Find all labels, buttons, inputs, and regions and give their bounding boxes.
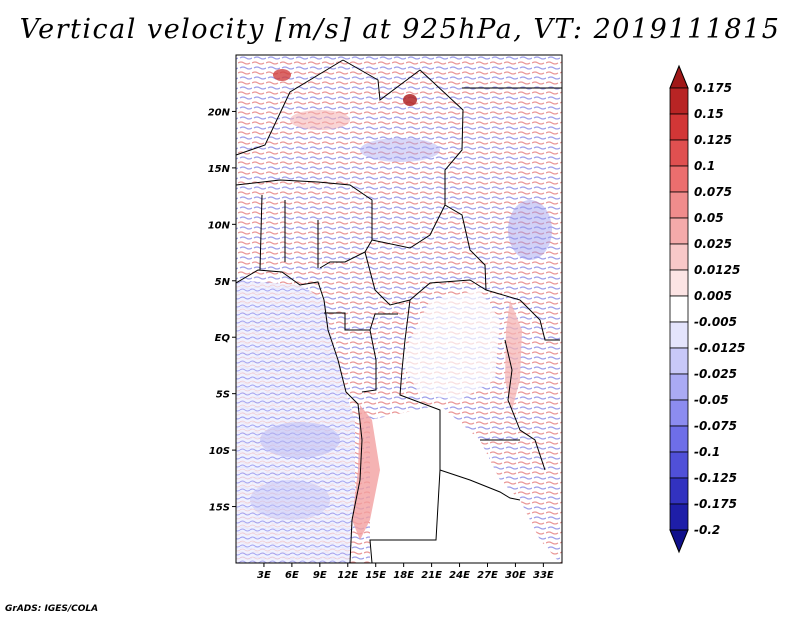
colorbar-label: -0.005 <box>694 315 737 329</box>
lat-tick-label: EQ <box>215 333 231 344</box>
colorbar-swatch <box>669 425 689 453</box>
lon-tick-label: 30E <box>505 570 526 581</box>
lon-tick-label: 12E <box>337 570 358 581</box>
colorbar-label: 0.075 <box>694 185 732 199</box>
colorbar-label: -0.025 <box>694 367 737 381</box>
colorbar-swatch <box>669 399 689 427</box>
lon-tick-label: 15E <box>365 570 386 581</box>
colorbar-label: -0.2 <box>694 523 720 537</box>
lon-tick-label: 24E <box>449 570 470 581</box>
colorbar-swatch <box>669 451 689 479</box>
colorbar-label: -0.125 <box>694 471 737 485</box>
colorbar-label: -0.1 <box>694 445 720 459</box>
colorbar-swatch <box>669 113 689 141</box>
lon-tick-label: 18E <box>393 570 414 581</box>
colorbar-swatch <box>669 139 689 167</box>
lat-tick-label: 5S <box>216 390 230 401</box>
colorbar-label: 0.1 <box>694 159 715 173</box>
lat-tick-label: 10S <box>209 446 230 457</box>
lat-tick-label: 20N <box>208 107 231 118</box>
colorbar: 0.175 0.15 0.125 0.1 0.075 0.05 0.025 0.0125 0.0… <box>669 64 745 554</box>
colorbar-swatch <box>669 191 689 219</box>
colorbar-label: 0.005 <box>694 289 732 303</box>
lon-tick-label: 3E <box>257 570 271 581</box>
colorbar-label: -0.0125 <box>694 341 745 355</box>
colorbar-bottom-arrow <box>669 529 689 554</box>
colorbar-label: -0.175 <box>694 497 737 511</box>
colorbar-swatch <box>669 347 689 375</box>
colorbar-swatch <box>669 295 689 323</box>
lon-axis: 3E 6E 9E 12E 15E 18E 21E 24E 27E 30E 33E <box>257 563 554 581</box>
lon-tick-label: 21E <box>421 570 442 581</box>
country-borders <box>236 59 562 563</box>
colorbar-swatch <box>669 321 689 349</box>
chart-title: Vertical velocity [m/s] at 925hPa, VT: 2… <box>19 14 781 45</box>
colorbar-swatch <box>669 269 689 297</box>
lon-tick-label: 27E <box>477 570 498 581</box>
colorbar-label: -0.075 <box>694 419 737 433</box>
colorbar-swatch <box>669 165 689 193</box>
colorbar-swatch <box>669 503 689 531</box>
colorbar-label: -0.05 <box>694 393 729 407</box>
lat-tick-label: 15N <box>208 164 231 175</box>
colorbar-swatch <box>669 217 689 245</box>
colorbar-top-arrow <box>669 64 689 89</box>
colorbar-label: 0.175 <box>694 81 732 95</box>
colorbar-label: 0.125 <box>694 133 732 147</box>
lat-tick-label: 15S <box>209 503 230 514</box>
plot-frame <box>235 54 563 564</box>
lat-tick-label: 5N <box>215 277 231 288</box>
colorbar-swatch <box>669 373 689 401</box>
lon-tick-label: 9E <box>313 570 327 581</box>
colorbar-swatch <box>669 243 689 271</box>
colorbar-label: 0.025 <box>694 237 732 251</box>
colorbar-swatch <box>669 87 689 115</box>
lon-tick-label: 33E <box>533 570 554 581</box>
lon-tick-label: 6E <box>285 570 299 581</box>
lat-tick-label: 10N <box>208 220 231 231</box>
velocity-field <box>236 55 562 563</box>
colorbar-label: 0.05 <box>694 211 724 225</box>
colorbar-label: 0.0125 <box>694 263 740 277</box>
colorbar-label: 0.15 <box>694 107 724 121</box>
lat-axis: 20N 15N 10N 5N EQ 5S 10S 15S <box>208 107 236 514</box>
colorbar-swatch <box>669 477 689 505</box>
credit-label: GrADS: IGES/COLA <box>5 604 99 614</box>
